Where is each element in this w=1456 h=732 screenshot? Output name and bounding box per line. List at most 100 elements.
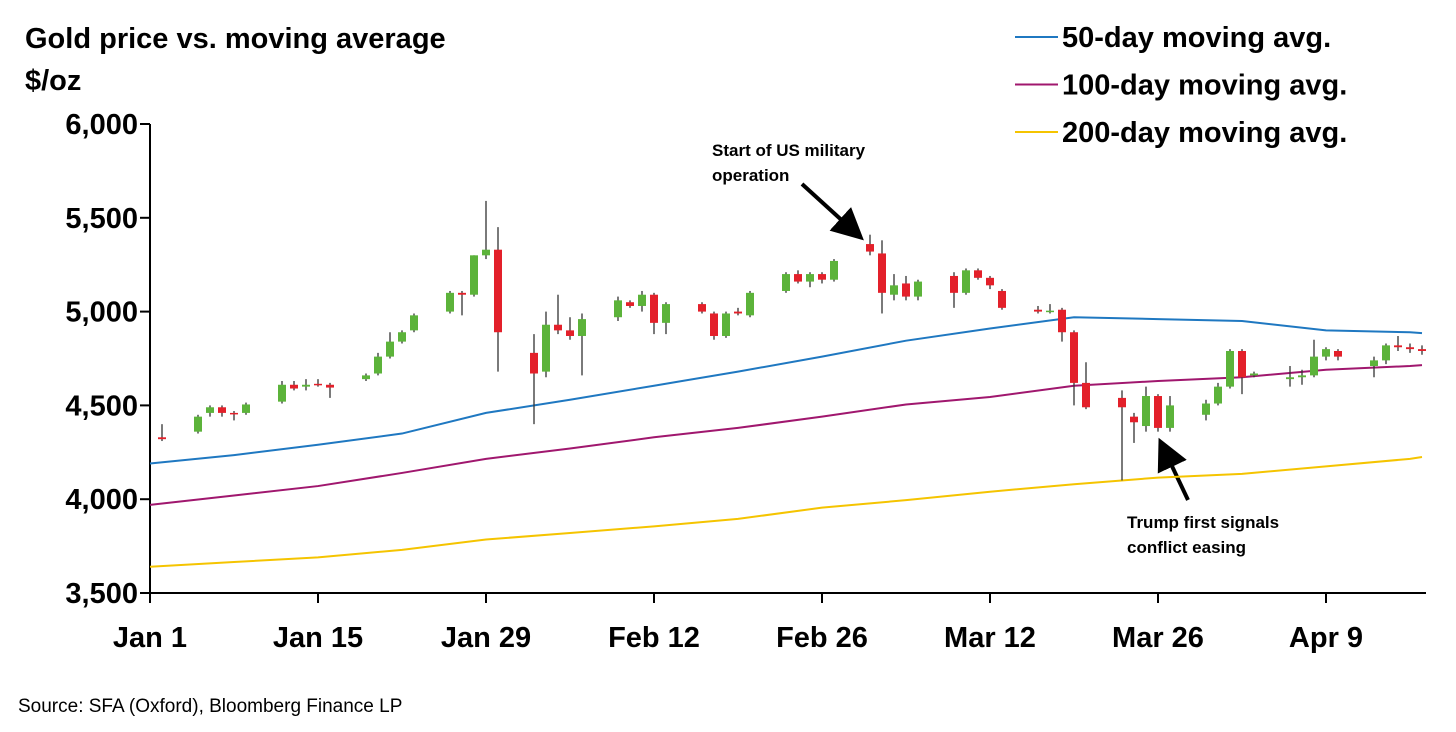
candle-body — [206, 407, 214, 413]
y-tick-label: 5,000 — [65, 297, 138, 329]
candle-body — [1250, 373, 1258, 376]
y-tick-label: 5,500 — [65, 203, 138, 235]
candle-body — [650, 294, 658, 323]
candle-body — [794, 274, 802, 282]
candle-body — [1322, 349, 1330, 357]
candle-body — [374, 356, 382, 374]
candle-body — [1070, 332, 1078, 383]
candle-body — [326, 384, 334, 388]
candle-body — [1118, 397, 1126, 408]
candle-body — [1046, 310, 1054, 313]
candle-body — [386, 341, 394, 357]
y-tick-label: 4,500 — [65, 390, 138, 422]
candle-body — [626, 302, 634, 306]
candle-body — [242, 404, 250, 413]
y-tick-label: 6,000 — [65, 109, 138, 141]
candle-body — [1034, 309, 1042, 312]
candle-body — [1370, 360, 1378, 367]
y-tick-label: 4,000 — [65, 484, 138, 516]
candle-body — [734, 311, 742, 314]
x-tick-label: Jan 1 — [113, 622, 187, 654]
candle-body — [1334, 350, 1342, 357]
candle-body — [1310, 356, 1318, 376]
candle-body — [542, 324, 550, 372]
annotation: Start of US military operation — [712, 141, 866, 185]
candle-body — [302, 384, 310, 387]
candle-body — [494, 249, 502, 333]
candle-body — [638, 294, 646, 306]
candle-body — [1286, 377, 1294, 380]
candle-body — [458, 292, 466, 295]
annotation-arrow — [800, 182, 864, 241]
candle-body — [230, 412, 238, 415]
candle-body — [278, 384, 286, 402]
candle-body — [746, 292, 754, 316]
candle-body — [566, 330, 574, 336]
x-tick-label: Feb 26 — [776, 622, 868, 654]
candle-body — [878, 253, 886, 293]
candle-body — [698, 304, 706, 312]
candle-body — [722, 313, 730, 336]
ma-line — [149, 316, 1423, 465]
annotation-line: operation — [712, 166, 789, 185]
candle-body — [470, 255, 478, 295]
candle-body — [410, 315, 418, 331]
annotation-arrow — [1157, 437, 1190, 501]
x-tick-label: Feb 12 — [608, 622, 700, 654]
candle-body — [782, 274, 790, 291]
candle-body — [974, 270, 982, 278]
candle-body — [578, 319, 586, 336]
candle-body — [398, 332, 406, 342]
candle-body — [1058, 309, 1066, 333]
candle-body — [830, 260, 838, 280]
candle-body — [158, 437, 166, 440]
source: Source: SFA (Oxford), Bloomberg Finance … — [18, 696, 402, 717]
legend-label: 100-day moving avg. — [1062, 70, 1347, 102]
candle-body — [1226, 350, 1234, 387]
candle-body — [890, 285, 898, 295]
candle-body — [1238, 350, 1246, 378]
candle-body — [710, 313, 718, 336]
candle-body — [962, 270, 970, 293]
candle-body — [530, 352, 538, 374]
y-tick-label: 3,500 — [65, 578, 138, 610]
candle-body — [1154, 396, 1162, 428]
candle-body — [950, 275, 958, 293]
candle-body — [446, 292, 454, 312]
candle-body — [1130, 416, 1138, 423]
annotation-line: Trump first signals — [1127, 513, 1279, 532]
candle-body — [806, 274, 814, 282]
candle-body — [1406, 347, 1414, 350]
legend-label: 200-day moving avg. — [1062, 117, 1347, 149]
candle-body — [1142, 396, 1150, 427]
legend-label: 50-day moving avg. — [1062, 22, 1331, 54]
candle-body — [1214, 386, 1222, 404]
annotation-line: Start of US military — [712, 141, 866, 160]
candle-body — [290, 384, 298, 389]
annotation-line: conflict easing — [1127, 538, 1246, 557]
candle-body — [818, 274, 826, 280]
candle-body — [1298, 375, 1306, 378]
x-tick-label: Mar 12 — [944, 622, 1036, 654]
candle-body — [614, 300, 622, 318]
candle-body — [914, 281, 922, 297]
x-tick-label: Apr 9 — [1289, 622, 1363, 654]
candle-body — [1082, 382, 1090, 408]
candle-body — [482, 249, 490, 256]
candle-body — [194, 416, 202, 432]
candle-body — [902, 283, 910, 297]
candle-body — [998, 290, 1006, 308]
x-tick-label: Jan 29 — [441, 622, 531, 654]
candle-body — [314, 383, 322, 386]
annotation: Trump first signals conflict easing — [1127, 513, 1279, 557]
x-tick-label: Mar 26 — [1112, 622, 1204, 654]
candle-body — [1202, 403, 1210, 415]
ma-line — [149, 364, 1423, 506]
y-axis-label: $/oz — [25, 65, 81, 97]
candle-body — [362, 375, 370, 380]
candle-body — [1382, 345, 1390, 361]
x-tick-label: Jan 15 — [273, 622, 363, 654]
candle-body — [218, 407, 226, 413]
ma-line — [149, 456, 1423, 568]
